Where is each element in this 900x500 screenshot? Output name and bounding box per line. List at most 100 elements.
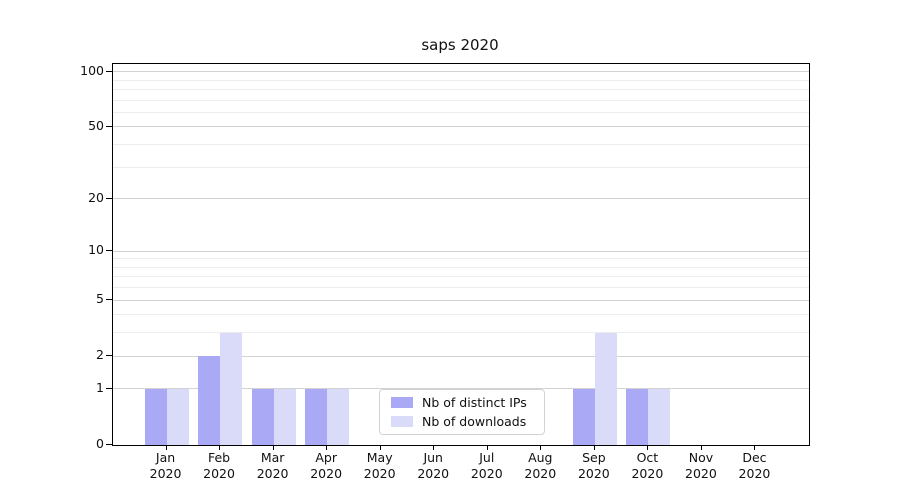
x-axis-tick-mark [165, 445, 167, 450]
x-axis-tick-label: Dec 2020 [726, 450, 782, 482]
bar-nb-of-distinct-ips [251, 388, 274, 445]
x-axis-tick-mark [379, 445, 381, 450]
y-axis-tick-label: 100 [80, 62, 104, 78]
x-axis-tick-label: Jun 2020 [405, 450, 461, 482]
chart-title: saps 2020 [421, 36, 499, 54]
y-axis-tick-label: 5 [96, 291, 104, 307]
x-tick-year: 2020 [417, 466, 450, 481]
gridline-minor [113, 166, 809, 168]
plot-area: Nb of distinct IPs Nb of downloads [112, 63, 810, 446]
x-tick-month: Jul [479, 450, 495, 465]
x-axis-tick-label: May 2020 [352, 450, 408, 482]
bar-nb-of-downloads [166, 388, 189, 445]
bar-nb-of-downloads [594, 332, 617, 445]
x-tick-month: Jun [423, 450, 443, 465]
gridline-major [113, 198, 809, 200]
x-axis-tick-mark [647, 445, 649, 450]
x-axis-tick-mark [486, 445, 488, 450]
x-tick-month: May [366, 450, 393, 465]
gridline-minor [113, 332, 809, 334]
x-tick-year: 2020 [310, 466, 343, 481]
x-tick-year: 2020 [203, 466, 235, 481]
legend-swatch [391, 416, 413, 427]
x-axis-tick-label: Jan 2020 [138, 450, 194, 482]
x-tick-year: 2020 [256, 466, 289, 481]
x-axis-tick-mark [540, 445, 542, 450]
y-axis-tick-label: 20 [88, 189, 104, 205]
gridline-minor [113, 111, 809, 113]
x-axis-tick-label: Mar 2020 [245, 450, 301, 482]
y-axis-tick-mark [106, 387, 112, 389]
x-axis-tick-mark [219, 445, 221, 450]
bar-nb-of-distinct-ips [626, 388, 649, 445]
gridline-minor [113, 88, 809, 90]
x-tick-year: 2020 [685, 466, 717, 481]
y-axis-tick-mark [106, 70, 112, 72]
x-tick-month: Dec [742, 450, 767, 465]
gridline-major [113, 71, 809, 73]
gridline-minor [113, 266, 809, 268]
gridline-minor [113, 287, 809, 289]
legend-entry: Nb of downloads [391, 414, 544, 429]
gridline-minor [113, 314, 809, 316]
gridline-minor [113, 79, 809, 81]
x-axis-tick-mark [272, 445, 274, 450]
bar-nb-of-downloads [273, 388, 296, 445]
x-tick-year: 2020 [738, 466, 771, 481]
gridline-major [113, 388, 809, 390]
x-tick-year: 2020 [577, 466, 610, 481]
gridline-major [113, 126, 809, 128]
bar-nb-of-distinct-ips [144, 388, 167, 445]
legend-entry: Nb of distinct IPs [391, 395, 544, 410]
y-axis-tick-mark [106, 125, 112, 127]
y-axis-tick-label: 10 [88, 242, 104, 257]
gridline-minor [113, 99, 809, 101]
x-tick-month: Mar [260, 450, 285, 465]
y-axis-tick-mark [106, 250, 112, 251]
bar-nb-of-downloads [648, 388, 671, 445]
y-axis-tick-label: 2 [96, 347, 104, 363]
bar-nb-of-distinct-ips [572, 388, 595, 445]
x-axis-tick-label: Oct 2020 [619, 450, 675, 482]
y-axis-tick-mark [106, 444, 112, 445]
x-tick-year: 2020 [524, 466, 557, 481]
x-tick-month: Jan [155, 450, 176, 465]
gridline-minor [113, 144, 809, 146]
legend-label: Nb of distinct IPs [422, 395, 527, 410]
bar-nb-of-downloads [220, 332, 243, 445]
x-axis-tick-mark [754, 445, 756, 450]
x-tick-month: Apr [315, 450, 337, 465]
x-axis-tick-label: Aug 2020 [512, 450, 568, 482]
x-tick-month: Feb [207, 450, 231, 465]
legend-swatch [391, 397, 413, 408]
x-tick-month: Aug [528, 450, 553, 465]
gridline-major [113, 355, 809, 357]
y-axis-tick-label: 1 [96, 379, 104, 395]
y-axis-tick-mark [106, 197, 112, 199]
x-axis-tick-label: Nov 2020 [673, 450, 729, 482]
bar-nb-of-distinct-ips [305, 388, 328, 445]
gridline-major [113, 250, 809, 252]
x-axis-tick-mark [593, 445, 595, 450]
x-axis-tick-mark [700, 445, 702, 450]
x-tick-month: Oct [636, 450, 659, 465]
x-axis-tick-label: Jul 2020 [459, 450, 515, 482]
gridline-minor [113, 276, 809, 278]
x-tick-year: 2020 [470, 466, 503, 481]
x-axis-tick-mark [326, 445, 328, 450]
x-axis-tick-label: Sep 2020 [566, 450, 622, 482]
legend-label: Nb of downloads [422, 414, 527, 429]
bar-nb-of-distinct-ips [198, 356, 221, 445]
x-tick-year: 2020 [631, 466, 664, 481]
x-axis-tick-mark [433, 445, 435, 450]
legend: Nb of distinct IPs Nb of downloads [379, 389, 545, 435]
y-axis-tick-label: 0 [96, 436, 104, 451]
gridline-major [113, 299, 809, 301]
x-tick-month: Nov [688, 450, 714, 465]
bar-nb-of-downloads [327, 388, 350, 445]
x-tick-month: Sep [582, 450, 606, 465]
x-tick-year: 2020 [363, 466, 396, 481]
y-axis-tick-mark [106, 355, 112, 357]
x-axis-tick-label: Feb 2020 [191, 450, 247, 482]
